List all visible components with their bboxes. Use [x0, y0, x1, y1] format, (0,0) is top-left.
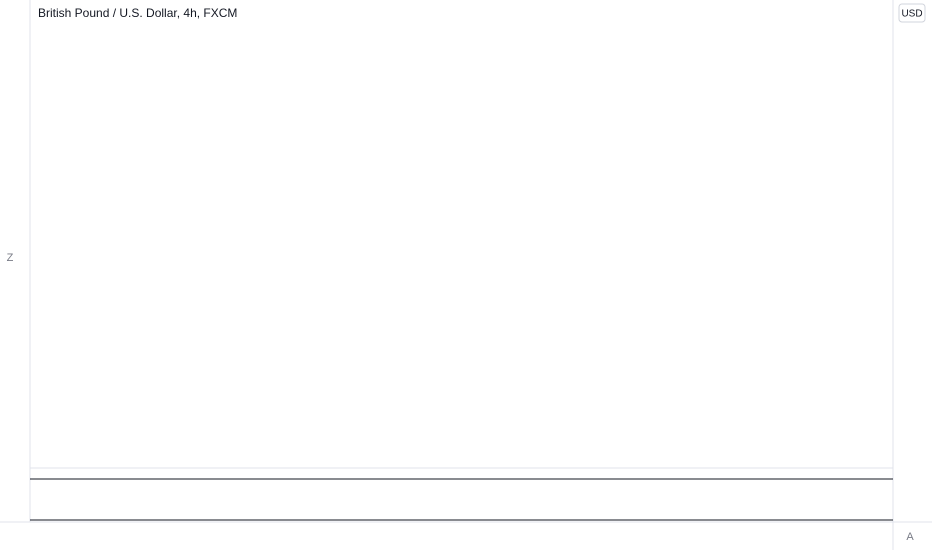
currency-label[interactable]: USD — [901, 9, 922, 20]
symbol-title: British Pound / U.S. Dollar, 4h, FXCM — [38, 6, 237, 20]
zoom-button[interactable]: Z — [7, 252, 14, 264]
currency-button[interactable] — [898, 3, 926, 23]
auto-scale-button[interactable]: A — [906, 531, 914, 543]
